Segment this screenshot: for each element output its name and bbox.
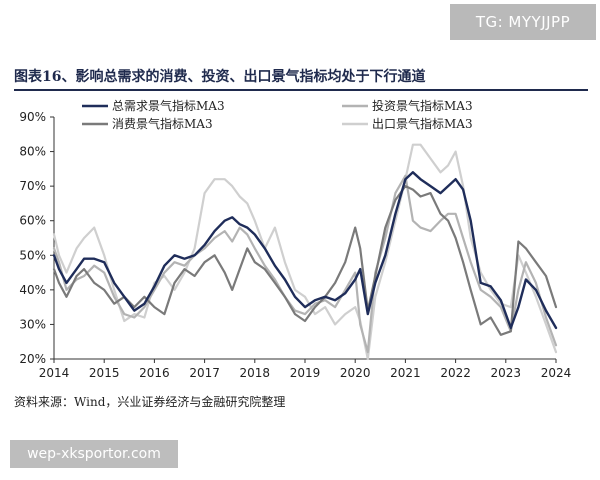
watermark-top: TG: MYYJJPP xyxy=(450,4,596,40)
y-tick-label: 50% xyxy=(19,248,46,262)
series-line xyxy=(52,174,558,354)
x-tick-label: 2019 xyxy=(290,366,321,380)
y-tick-label: 40% xyxy=(19,283,46,297)
chart-title: 图表16、影响总需求的消费、投资、出口景气指标均处于下行通道 xyxy=(14,69,426,85)
x-tick-label: 2014 xyxy=(39,366,70,380)
series-line xyxy=(52,184,558,336)
x-tick-label: 2022 xyxy=(440,366,471,380)
y-tick-label: 80% xyxy=(19,145,46,159)
y-tick-label: 30% xyxy=(19,317,46,331)
x-tick-label: 2016 xyxy=(139,366,170,380)
x-tick-label: 2020 xyxy=(340,366,371,380)
legend-label: 投资景气指标MA3 xyxy=(372,98,473,113)
x-tick-label: 2018 xyxy=(240,366,271,380)
legend-label: 出口景气指标MA3 xyxy=(372,116,473,131)
x-tick-label: 2023 xyxy=(491,366,522,380)
x-tick-label: 2015 xyxy=(89,366,120,380)
title-divider xyxy=(14,89,588,91)
legend-label: 总需求景气指标MA3 xyxy=(112,98,225,113)
y-tick-label: 70% xyxy=(19,179,46,193)
legend-label: 消费景气指标MA3 xyxy=(112,116,213,131)
x-tick-label: 2017 xyxy=(189,366,220,380)
x-tick-label: 2021 xyxy=(390,366,421,380)
source-note: 资料来源：Wind，兴业证券经济与金融研究院整理 xyxy=(14,395,286,409)
y-tick-label: 60% xyxy=(19,214,46,228)
line-chart: 20% 30% 40% 50% 60% 70% 80% 90% 2014 2015 2016 2017… xyxy=(19,98,572,380)
y-tick-label: 90% xyxy=(19,110,46,124)
y-tick-label: 20% xyxy=(19,352,46,366)
series-line xyxy=(52,143,558,361)
watermark-bottom: wep-xksportor.com xyxy=(10,440,178,468)
series-line xyxy=(52,171,558,330)
chart-area: 20% 30% 40% 50% 60% 70% 80% 90% 2014 2015 2016 2017… xyxy=(0,92,600,392)
x-tick-label: 2024 xyxy=(541,366,572,380)
